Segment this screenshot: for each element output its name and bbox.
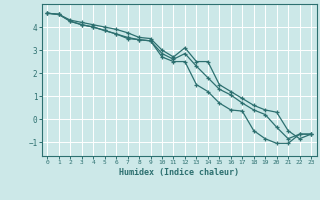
X-axis label: Humidex (Indice chaleur): Humidex (Indice chaleur) [119, 168, 239, 177]
